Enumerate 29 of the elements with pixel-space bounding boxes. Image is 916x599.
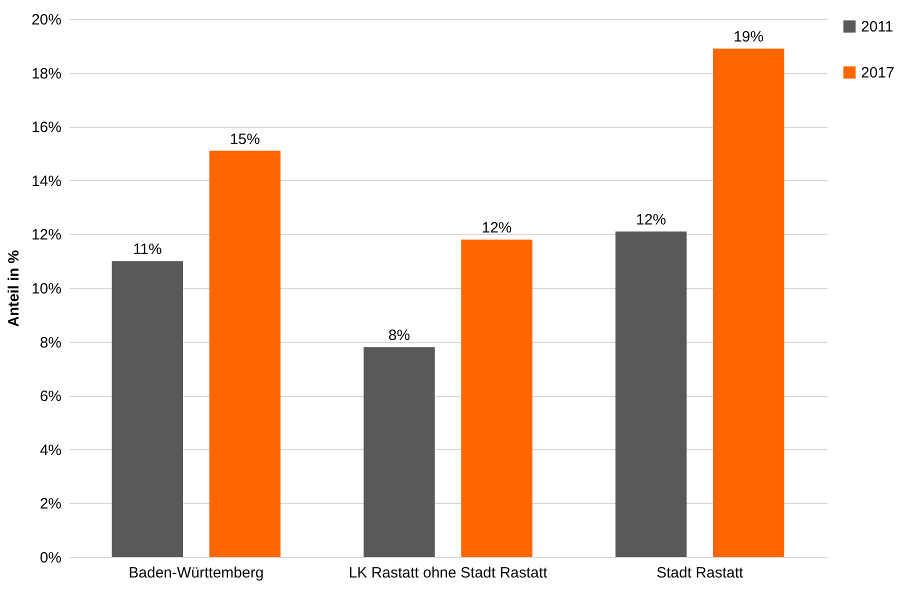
y-tick-label: 12%: [31, 226, 62, 244]
bar: [209, 150, 281, 557]
data-label: 19%: [734, 28, 764, 46]
legend-label: 2011: [861, 18, 894, 36]
data-label: 11%: [132, 241, 162, 258]
y-tick-label: 18%: [31, 65, 62, 82]
data-label: 8%: [388, 327, 410, 344]
y-axis-title: Anteil in %: [5, 250, 22, 327]
y-tick-label: 6%: [40, 388, 62, 406]
data-label: 15%: [230, 130, 260, 148]
data-label: 12%: [482, 220, 512, 237]
x-tick-label: Baden-Württemberg: [128, 564, 264, 582]
x-tick-label: Stadt Rastatt: [656, 564, 744, 582]
y-tick-label: 16%: [31, 119, 62, 136]
legend-label: 2017: [861, 64, 894, 82]
y-tick-label: 14%: [31, 172, 62, 190]
data-label: 12%: [636, 212, 666, 229]
bar: [364, 347, 435, 557]
y-tick-label: 10%: [31, 280, 62, 298]
y-tick-label: 4%: [40, 442, 62, 459]
x-tick-label: LK Rastatt ohne Stadt Rastatt: [348, 564, 548, 582]
bar: [615, 232, 687, 557]
y-tick-label: 0%: [40, 550, 62, 566]
bar: [112, 261, 184, 557]
y-tick-label: 8%: [40, 334, 62, 352]
y-tick-label: 20%: [31, 12, 62, 28]
bar: [712, 48, 784, 557]
y-tick-label: 2%: [40, 496, 62, 513]
bar: [461, 240, 532, 557]
